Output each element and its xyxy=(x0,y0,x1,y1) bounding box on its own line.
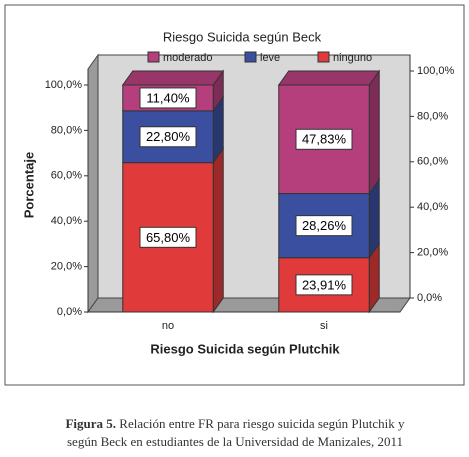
y2-tick-label: 20,0% xyxy=(417,247,448,259)
legend-swatch xyxy=(244,51,257,63)
y-tick-label: 60,0% xyxy=(51,170,82,182)
y-tick-label: 100,0% xyxy=(45,79,83,91)
legend-label: leve xyxy=(260,52,280,64)
value-label: 28,26% xyxy=(302,218,347,233)
y-axis-label: Porcentaje xyxy=(21,152,36,218)
y2-tick-label: 40,0% xyxy=(417,201,448,213)
value-label-box xyxy=(139,126,197,148)
caption: Figura 5. Relación entre FR para riesgo … xyxy=(65,416,405,431)
value-label: 22,80% xyxy=(146,129,191,144)
y2-tick-label: 80,0% xyxy=(417,110,448,122)
y2-tick-label: 0,0% xyxy=(417,292,442,304)
y-tick-label: 20,0% xyxy=(51,261,82,273)
caption-label: Figura 5. xyxy=(65,416,116,431)
value-label-box xyxy=(295,215,353,237)
y2-tick-label: 60,0% xyxy=(417,156,448,168)
bar-top xyxy=(121,70,225,86)
caption-line: según Beck en estudiantes de la Universi… xyxy=(67,434,403,449)
y-tick-label: 0,0% xyxy=(57,306,82,318)
value-label: 23,91% xyxy=(302,277,347,292)
value-label: 11,40% xyxy=(146,90,190,105)
x-tick-label: no xyxy=(162,320,174,332)
y2-tick-label: 100,0% xyxy=(417,65,455,77)
value-label-box xyxy=(139,87,197,109)
value-label-box xyxy=(295,274,353,296)
value-label-box xyxy=(295,128,353,150)
bar-side xyxy=(368,69,380,196)
y-tick-label: 80,0% xyxy=(51,124,82,136)
value-label-box xyxy=(139,226,197,248)
legend-swatch xyxy=(317,51,330,63)
value-label: 47,83% xyxy=(302,132,347,147)
x-axis-label: Riesgo Suicida según Plutchik xyxy=(150,341,340,356)
legend-label: moderado xyxy=(163,52,213,64)
caption-line: Relación entre FR para riesgo suicida se… xyxy=(119,416,405,431)
y-tick-label: 40,0% xyxy=(51,215,82,227)
legend-label: ninguno xyxy=(333,52,372,64)
legend-swatch xyxy=(147,51,160,63)
x-tick-label: si xyxy=(320,320,328,332)
side-wall xyxy=(87,53,99,314)
value-label: 65,80% xyxy=(146,230,191,245)
chart-title: Riesgo Suicida según Beck xyxy=(163,29,322,44)
bar-top xyxy=(277,70,381,86)
bar-side xyxy=(212,147,224,314)
